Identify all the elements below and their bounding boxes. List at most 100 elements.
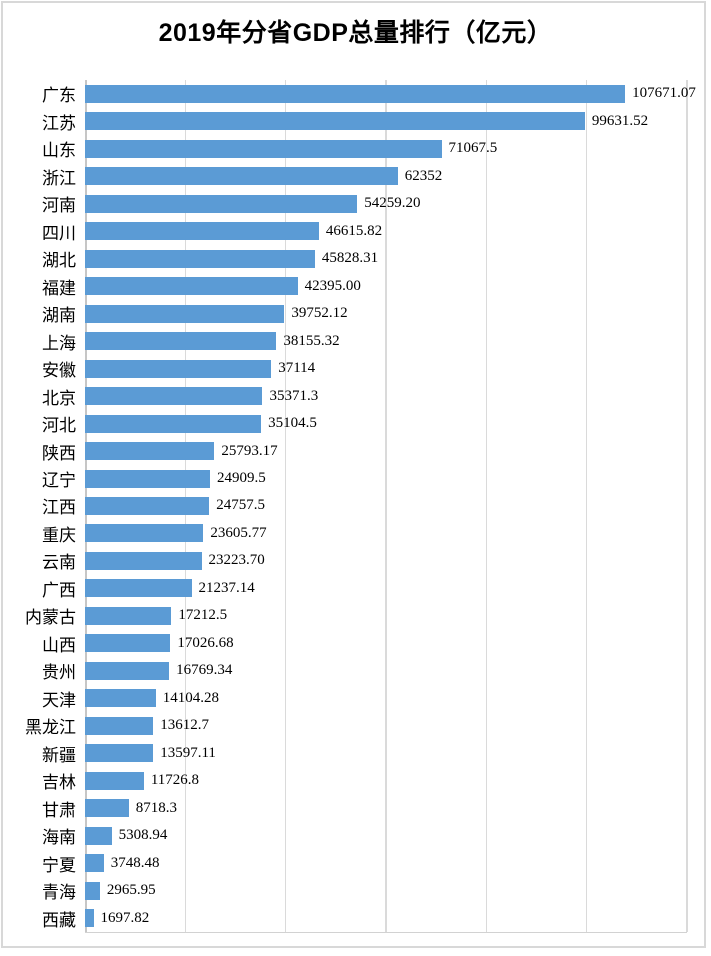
bar-row: 吉林 11726.8 (0, 767, 711, 794)
bar-row: 新疆 13597.11 (0, 740, 711, 767)
gdp-bar[interactable] (85, 496, 210, 515)
value-label: 13612.7 (160, 717, 210, 734)
bar-row: 湖北 45828.31 (0, 245, 711, 272)
value-label: 17212.5 (178, 607, 228, 624)
bar-row: 青海 2965.95 (0, 877, 711, 904)
category-label: 海南 (42, 828, 76, 848)
bar-row: 江西 24757.5 (0, 492, 711, 519)
gdp-bar[interactable] (85, 634, 171, 653)
value-label: 25793.17 (221, 442, 278, 459)
value-label: 54259.20 (364, 195, 421, 212)
category-label: 江西 (42, 498, 76, 518)
category-label: 上海 (42, 333, 76, 353)
bar-row: 山西 17026.68 (0, 630, 711, 657)
gdp-bar[interactable] (85, 551, 202, 570)
bar-row: 海南 5308.94 (0, 822, 711, 849)
category-label: 山西 (42, 635, 76, 655)
gdp-bar[interactable] (85, 771, 144, 790)
value-label: 45828.31 (321, 250, 379, 267)
value-label: 5308.94 (118, 827, 168, 844)
gdp-bar[interactable] (85, 387, 263, 406)
category-label: 云南 (42, 553, 76, 573)
category-label: 陕西 (42, 443, 76, 463)
gdp-bar[interactable] (85, 194, 358, 213)
category-label: 北京 (42, 388, 76, 408)
bar-row: 广东 107671.07 (0, 80, 711, 107)
category-label: 吉林 (42, 773, 76, 793)
gdp-bar[interactable] (85, 469, 210, 488)
gdp-bar[interactable] (85, 826, 112, 845)
bar-row: 四川 46615.82 (0, 217, 711, 244)
category-label: 辽宁 (42, 471, 76, 490)
category-label: 江苏 (42, 113, 76, 133)
bar-row: 辽宁 24909.5 (0, 465, 711, 492)
bar-row: 广西 21237.14 (0, 575, 711, 602)
gdp-bar[interactable] (85, 579, 192, 598)
gdp-bar[interactable] (85, 359, 272, 378)
gdp-bar[interactable] (85, 909, 94, 928)
gridline (585, 80, 588, 932)
gdp-bar[interactable] (85, 661, 170, 680)
category-label: 安徽 (42, 361, 76, 381)
gdp-bar[interactable] (85, 854, 104, 873)
category-label: 重庆 (42, 525, 76, 545)
value-label: 13597.11 (160, 744, 216, 761)
bar-row: 黑龙江 13612.7 (0, 712, 711, 739)
value-label: 2965.95 (106, 882, 156, 899)
gdp-bar[interactable] (85, 414, 262, 433)
gdp-bar[interactable] (85, 222, 319, 241)
value-label: 23223.70 (208, 552, 265, 569)
value-label: 62352 (404, 167, 443, 184)
bar-row: 甘肃 8718.3 (0, 795, 711, 822)
chart-title: 2019年分省GDP总量排行（亿元） (158, 19, 553, 47)
category-label: 黑龙江 (25, 718, 76, 738)
gdp-bar[interactable] (85, 524, 204, 543)
value-label: 42395.00 (304, 277, 361, 294)
category-label: 贵州 (42, 663, 76, 683)
bar-row: 内蒙古 17212.5 (0, 602, 711, 629)
bar-row: 重庆 23605.77 (0, 520, 711, 547)
gdp-bar[interactable] (85, 442, 215, 461)
category-label: 西藏 (42, 910, 76, 930)
category-label: 新疆 (42, 745, 76, 765)
bar-row: 陕西 25793.17 (0, 437, 711, 464)
category-axis-baseline (85, 931, 687, 933)
gridline (284, 80, 287, 932)
gridline (485, 80, 488, 932)
gdp-bar[interactable] (85, 139, 442, 158)
bar-row: 河北 35104.5 (0, 410, 711, 437)
bar-row: 云南 23223.70 (0, 547, 711, 574)
bar-row: 贵州 16769.34 (0, 657, 711, 684)
gdp-bar[interactable] (85, 689, 156, 708)
gdp-bar[interactable] (85, 881, 100, 900)
category-label: 广西 (42, 580, 76, 600)
category-label: 湖南 (42, 306, 76, 326)
gdp-bar[interactable] (85, 332, 277, 351)
gdp-bar[interactable] (85, 304, 285, 323)
gdp-bar[interactable] (85, 167, 398, 186)
bar-row: 河南 54259.20 (0, 190, 711, 217)
value-label: 14104.28 (162, 689, 219, 706)
category-label: 湖北 (42, 251, 76, 271)
value-label: 38155.32 (283, 332, 340, 349)
gdp-bar[interactable] (85, 249, 315, 268)
value-label: 8718.3 (135, 799, 177, 816)
bar-row: 西藏 1697.82 (0, 905, 711, 932)
gdp-bar[interactable] (85, 277, 298, 296)
category-label: 甘肃 (42, 800, 76, 820)
gdp-bar[interactable] (85, 799, 129, 818)
bar-row: 天津 14104.28 (0, 685, 711, 712)
gdp-bar[interactable] (85, 112, 585, 131)
gdp-bar[interactable] (85, 716, 154, 735)
value-label: 21237.14 (198, 579, 255, 596)
value-label: 107671.07 (632, 85, 696, 102)
bar-row: 宁夏 3748.48 (0, 850, 711, 877)
gdp-bar[interactable] (85, 84, 626, 103)
gridline (385, 80, 387, 932)
category-label: 山东 (42, 141, 76, 161)
gdp-bar[interactable] (85, 744, 154, 763)
gdp-bar[interactable] (85, 606, 172, 625)
category-label: 河北 (42, 416, 76, 436)
category-label: 福建 (42, 278, 76, 298)
